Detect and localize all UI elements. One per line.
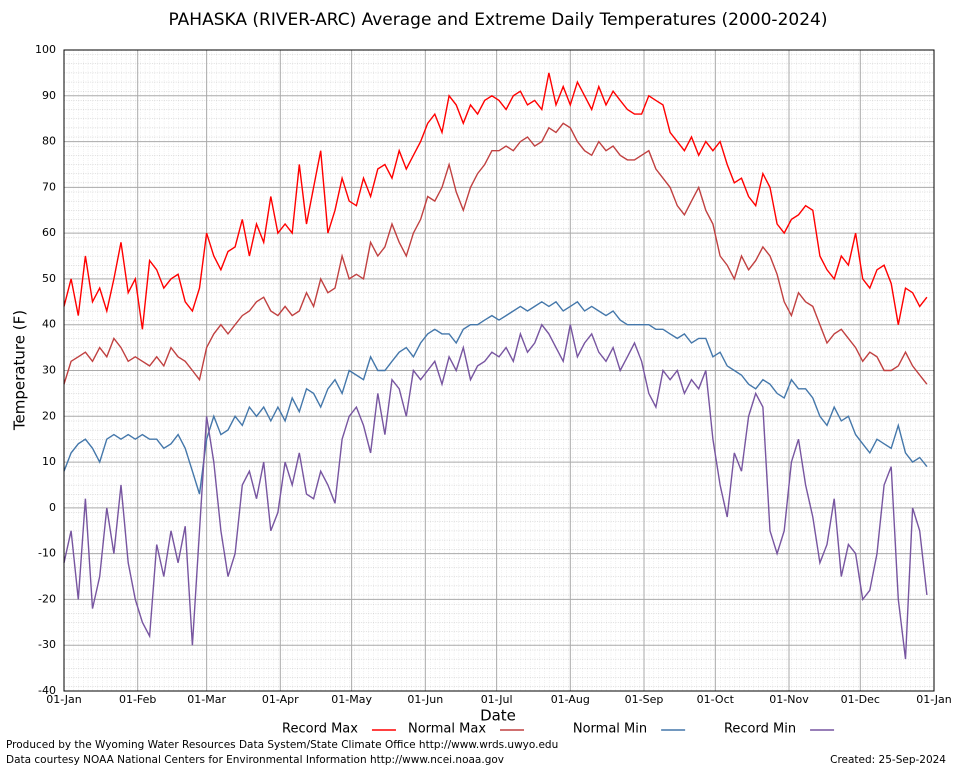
x-tick-label: 01-Oct (697, 693, 735, 706)
series-line (63, 323, 928, 660)
y-tick-label: 10 (42, 455, 56, 468)
series-line (63, 122, 928, 385)
x-tick-label: 01-Mar (187, 693, 226, 706)
y-tick-label: -30 (38, 638, 56, 651)
x-tick-label: 01-Jan (46, 693, 82, 706)
y-tick-label: 90 (42, 89, 56, 102)
y-axis-label: Temperature (F) (11, 310, 29, 431)
x-tick-label: 01-Feb (119, 693, 156, 706)
x-tick-label: 01-May (331, 693, 372, 706)
series-line (63, 72, 928, 330)
y-tick-label: -40 (38, 684, 56, 697)
plot-frame (63, 49, 935, 692)
x-tick-label: 01-Sep (625, 693, 664, 706)
y-tick-label: 30 (42, 364, 56, 377)
legend-label: Normal Min (573, 722, 647, 737)
x-tick-label: 01-Nov (769, 693, 809, 706)
x-tick-label: 01-Jan (916, 693, 952, 706)
credit: Produced by the Wyoming Water Resources … (6, 739, 558, 751)
y-tick-label: -20 (38, 592, 56, 605)
y-tick-label: 0 (49, 501, 56, 514)
y-tick-label: 100 (35, 43, 56, 56)
x-tick-label: 01-Dec (841, 693, 880, 706)
legend-label: Record Max (282, 722, 358, 737)
y-tick-label: 40 (42, 318, 56, 331)
x-tick-label: 01-Aug (551, 693, 590, 706)
x-tick-label: 01-Jun (407, 693, 443, 706)
x-tick-label: 01-Apr (262, 693, 299, 706)
credit: Data courtesy NOAA National Centers for … (6, 754, 504, 766)
y-tick-label: 70 (42, 180, 56, 193)
y-tick-label: 50 (42, 272, 56, 285)
chart-title: PAHASKA (RIVER-ARC) Average and Extreme … (169, 10, 828, 30)
series-line (63, 300, 928, 495)
y-tick-label: 60 (42, 226, 56, 239)
legend-label: Record Min (724, 722, 796, 737)
y-tick-label: 80 (42, 135, 56, 148)
created-date: Created: 25-Sep-2024 (830, 754, 946, 766)
y-tick-label: -10 (38, 547, 56, 560)
legend-label: Normal Max (408, 722, 486, 737)
x-tick-label: 01-Jul (481, 693, 513, 706)
y-tick-label: 20 (42, 409, 56, 422)
x-axis-label: Date (480, 707, 516, 725)
